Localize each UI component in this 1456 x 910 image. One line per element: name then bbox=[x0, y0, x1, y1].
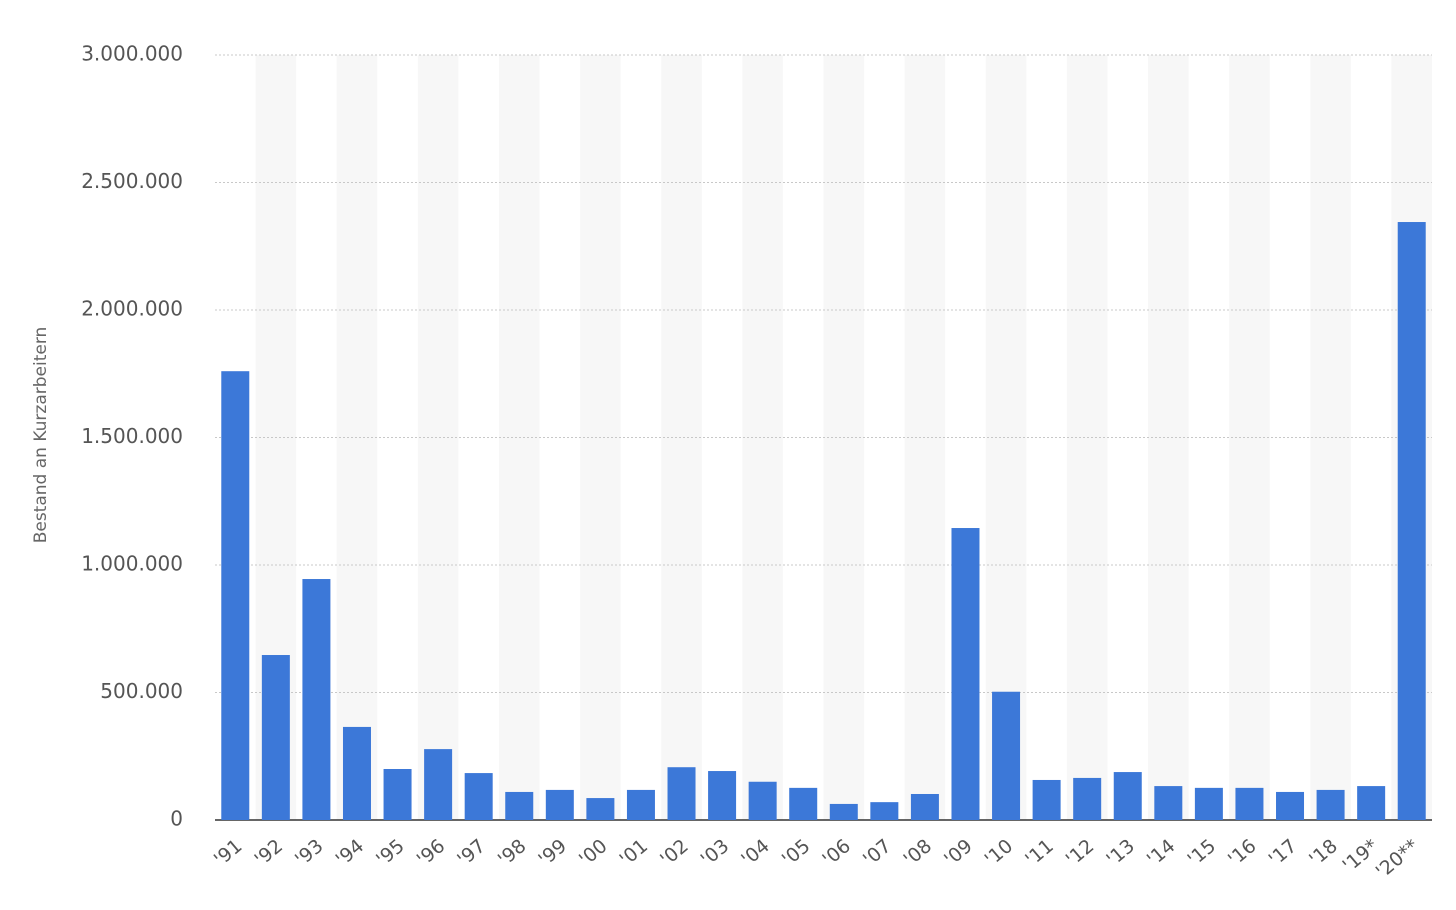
bar bbox=[1032, 779, 1061, 820]
x-tick-label: '07 bbox=[859, 835, 896, 871]
bar bbox=[1154, 786, 1183, 820]
bar bbox=[1357, 786, 1386, 820]
y-tick-label: 0 bbox=[170, 807, 183, 831]
bar bbox=[1194, 787, 1223, 820]
x-tick-label: '93 bbox=[291, 835, 328, 871]
x-tick-label: '17 bbox=[1265, 835, 1302, 871]
x-tick-label: '04 bbox=[737, 835, 774, 871]
x-tick-label: '00 bbox=[575, 835, 612, 871]
bar bbox=[951, 528, 980, 820]
y-tick-label: 3.000.000 bbox=[81, 42, 183, 66]
bar bbox=[302, 579, 331, 820]
x-tick-label: '08 bbox=[899, 835, 936, 871]
bar bbox=[221, 371, 250, 820]
x-tick-label: '11 bbox=[1021, 835, 1058, 871]
bar bbox=[829, 803, 858, 820]
bar bbox=[1276, 791, 1305, 820]
bar bbox=[1113, 772, 1142, 820]
bar bbox=[1235, 787, 1264, 820]
x-tick-label: '12 bbox=[1062, 835, 1099, 871]
y-tick-label: 1.000.000 bbox=[81, 552, 183, 576]
bar bbox=[383, 769, 412, 820]
y-tick-label: 2.000.000 bbox=[81, 297, 183, 321]
x-tick-label: '05 bbox=[778, 835, 815, 871]
x-tick-label: '97 bbox=[453, 835, 490, 871]
y-axis-title: Bestand an Kurzarbeitern bbox=[31, 327, 51, 544]
bar bbox=[586, 798, 615, 820]
bar bbox=[261, 655, 290, 820]
x-tick-label: '16 bbox=[1224, 835, 1261, 871]
bar bbox=[667, 767, 696, 820]
x-tick-label: '10 bbox=[981, 835, 1018, 871]
y-tick-label: 2.500.000 bbox=[81, 169, 183, 193]
y-tick-label: 500.000 bbox=[100, 679, 183, 703]
x-tick-label: '91 bbox=[210, 835, 247, 871]
bar bbox=[1397, 222, 1426, 820]
x-tick-label: '98 bbox=[494, 835, 531, 871]
x-tick-label: '99 bbox=[534, 835, 571, 871]
x-tick-label: '01 bbox=[615, 835, 652, 871]
bar bbox=[505, 791, 534, 820]
x-tick-label: '18 bbox=[1305, 835, 1342, 871]
y-tick-label: 1.500.000 bbox=[81, 424, 183, 448]
x-tick-label: '20** bbox=[1372, 835, 1423, 883]
x-tick-label: '96 bbox=[413, 835, 450, 871]
x-tick-label: '94 bbox=[332, 835, 369, 871]
bar bbox=[424, 749, 453, 820]
bar bbox=[992, 691, 1021, 820]
bar bbox=[464, 773, 493, 820]
x-tick-label: '14 bbox=[1143, 835, 1180, 871]
bar bbox=[789, 787, 818, 820]
bar bbox=[1316, 789, 1345, 820]
x-tick-label: '13 bbox=[1102, 835, 1139, 871]
bar-layer bbox=[221, 222, 1426, 820]
bar bbox=[910, 793, 939, 820]
bar bbox=[545, 789, 574, 820]
bar bbox=[342, 726, 371, 820]
bar bbox=[1073, 777, 1102, 820]
x-tick-label: '92 bbox=[250, 835, 287, 871]
grid-layer bbox=[215, 54, 1432, 821]
x-tick-label: '09 bbox=[940, 835, 977, 871]
bar bbox=[626, 789, 655, 820]
x-tick-label: '02 bbox=[656, 835, 693, 871]
bar bbox=[748, 781, 777, 820]
bar bbox=[870, 802, 899, 820]
x-tick-label: '03 bbox=[697, 835, 734, 871]
x-tick-label: '15 bbox=[1183, 835, 1220, 871]
x-tick-label: '95 bbox=[372, 835, 409, 871]
bar bbox=[708, 771, 737, 820]
x-tick-label: '06 bbox=[818, 835, 855, 871]
